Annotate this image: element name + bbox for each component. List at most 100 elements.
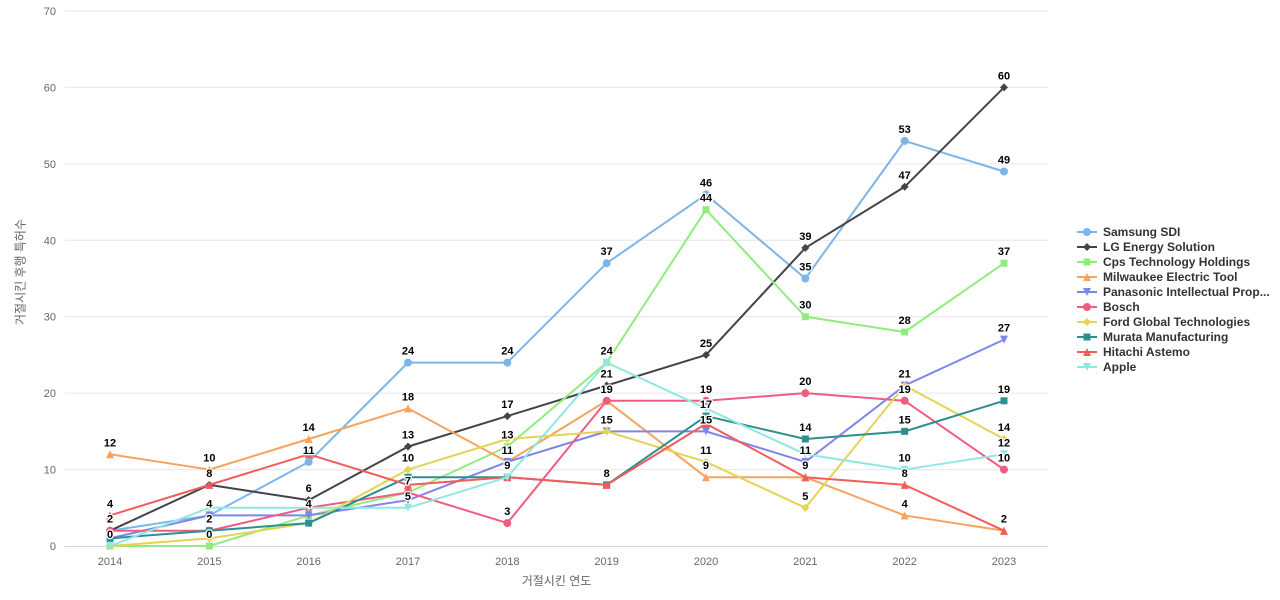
data-label: 9 <box>802 460 808 472</box>
x-tick-label: 2018 <box>495 556 519 568</box>
data-label: 0 <box>206 529 212 541</box>
hitachi-astemo-legend-marker-icon <box>1077 347 1097 356</box>
data-label: 2 <box>107 514 113 526</box>
data-label: 47 <box>899 170 911 182</box>
legend-item-lg-energy-solution[interactable]: LG Energy Solution <box>1076 239 1270 254</box>
series-lg-energy-solution <box>106 83 1008 535</box>
legend-item-label: Cps Technology Holdings <box>1103 254 1251 269</box>
data-label: 28 <box>899 315 911 327</box>
legend-item-ford-global-technologies[interactable]: Ford Global Technologies <box>1076 314 1270 329</box>
y-tick-label: 50 <box>44 159 56 171</box>
samsung-sdi-legend-marker-icon <box>1077 227 1097 236</box>
data-label: 21 <box>899 369 911 381</box>
data-label: 37 <box>998 246 1010 258</box>
data-label: 46 <box>700 177 712 189</box>
data-label: 37 <box>601 246 613 258</box>
y-tick-label: 30 <box>44 312 56 324</box>
legend-item-panasonic-intellectual-prop[interactable]: Panasonic Intellectual Prop... <box>1076 284 1270 299</box>
data-label: 12 <box>998 437 1010 449</box>
y-tick-label: 0 <box>50 541 56 553</box>
data-label: 2 <box>1001 514 1007 526</box>
x-tick-label: 2020 <box>694 556 718 568</box>
ford-global-technologies-legend-marker-icon <box>1077 317 1097 326</box>
legend-item-hitachi-astemo[interactable]: Hitachi Astemo <box>1076 344 1270 359</box>
y-tick-label: 10 <box>44 465 56 477</box>
y-tick-label: 70 <box>44 6 56 18</box>
data-label: 0 <box>107 529 113 541</box>
legend-item-murata-manufacturing[interactable]: Murata Manufacturing <box>1076 329 1270 344</box>
data-label: 14 <box>998 422 1011 434</box>
data-label: 19 <box>700 384 712 396</box>
legend-item-label: Milwaukee Electric Tool <box>1103 269 1238 284</box>
data-label: 35 <box>799 262 811 274</box>
y-axis-title: 거절시킨 후행 특허수 <box>13 218 28 326</box>
data-label: 10 <box>899 453 911 465</box>
data-label: 4 <box>902 498 909 510</box>
x-tick-label: 2017 <box>396 556 420 568</box>
data-label: 12 <box>104 437 116 449</box>
series-apple <box>106 358 1008 550</box>
legend-item-label: Panasonic Intellectual Prop... <box>1103 284 1270 299</box>
data-label: 49 <box>998 155 1010 167</box>
bosch-legend-marker-icon <box>1077 302 1097 311</box>
y-tick-label: 60 <box>44 82 56 94</box>
legend-item-cps-technology-holdings[interactable]: Cps Technology Holdings <box>1076 254 1270 269</box>
y-tick-label: 20 <box>44 388 56 400</box>
data-label: 17 <box>700 399 712 411</box>
data-label: 15 <box>601 414 613 426</box>
data-label: 39 <box>799 231 811 243</box>
series-ford-global-technologies <box>106 381 1008 550</box>
legend-item-bosch[interactable]: Bosch <box>1076 299 1270 314</box>
data-label: 19 <box>899 384 911 396</box>
data-label: 5 <box>802 491 808 503</box>
legend-item-apple[interactable]: Apple <box>1076 359 1270 374</box>
data-label: 3 <box>504 506 510 518</box>
data-label: 8 <box>604 468 610 480</box>
data-label: 17 <box>501 399 513 411</box>
data-label: 6 <box>306 483 312 495</box>
data-label: 15 <box>899 414 911 426</box>
data-label: 5 <box>405 491 411 503</box>
data-label: 44 <box>700 193 713 205</box>
data-label: 4 <box>107 498 114 510</box>
data-label: 15 <box>700 414 712 426</box>
data-label: 8 <box>902 468 908 480</box>
legend-item-samsung-sdi[interactable]: Samsung SDI <box>1076 224 1270 239</box>
data-label: 13 <box>402 430 414 442</box>
x-axis-title: 거절시킨 연도 <box>521 574 592 588</box>
data-label: 27 <box>998 323 1010 335</box>
legend-item-label: LG Energy Solution <box>1103 239 1216 254</box>
legend-item-label: Hitachi Astemo <box>1103 344 1190 359</box>
y-tick-label: 40 <box>44 235 56 247</box>
data-label: 14 <box>303 422 316 434</box>
legend-item-label: Ford Global Technologies <box>1103 314 1251 329</box>
data-label: 4 <box>306 498 313 510</box>
x-tick-label: 2015 <box>197 556 221 568</box>
data-label: 4 <box>206 498 213 510</box>
data-label: 7 <box>405 476 411 488</box>
legend-item-milwaukee-electric-tool[interactable]: Milwaukee Electric Tool <box>1076 269 1270 284</box>
legend-item-label: Samsung SDI <box>1103 224 1181 239</box>
data-label: 24 <box>501 346 514 358</box>
murata-manufacturing-legend-marker-icon <box>1077 333 1097 340</box>
cps-technology-holdings-legend-marker-icon <box>1077 258 1097 265</box>
series-milwaukee-electric-tool <box>106 396 1008 535</box>
milwaukee-electric-tool-legend-marker-icon <box>1077 272 1097 281</box>
data-label: 18 <box>402 391 414 403</box>
x-tick-label: 2016 <box>296 556 320 568</box>
data-label: 24 <box>402 346 415 358</box>
x-tick-label: 2019 <box>594 556 618 568</box>
x-tick-label: 2014 <box>98 556 122 568</box>
data-label: 10 <box>998 453 1010 465</box>
data-label: 11 <box>700 445 712 457</box>
data-label: 2 <box>206 514 212 526</box>
legend-item-label: Murata Manufacturing <box>1103 329 1229 344</box>
legend: Samsung SDI LG Energy Solution Cps Technol… <box>1076 224 1270 374</box>
series-panasonic-intellectual-prop <box>106 335 1008 543</box>
x-tick-label: 2023 <box>992 556 1016 568</box>
data-label: 9 <box>703 460 709 472</box>
data-label: 24 <box>601 346 614 358</box>
data-label: 60 <box>998 70 1010 82</box>
